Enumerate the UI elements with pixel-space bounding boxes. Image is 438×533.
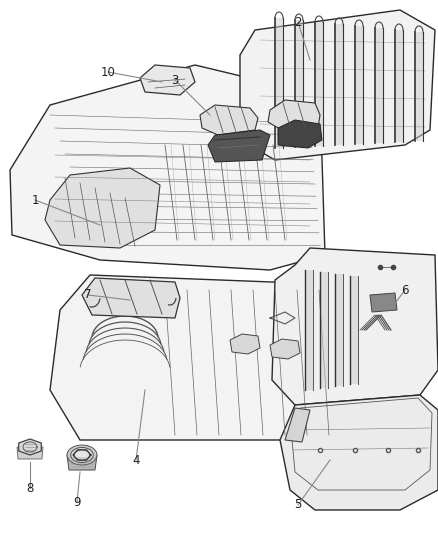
Polygon shape: [140, 65, 195, 95]
Text: 2: 2: [294, 15, 302, 28]
Polygon shape: [270, 339, 300, 359]
Polygon shape: [67, 455, 97, 470]
Polygon shape: [375, 28, 383, 143]
Polygon shape: [19, 439, 41, 455]
Polygon shape: [278, 120, 322, 148]
Polygon shape: [370, 293, 397, 312]
Polygon shape: [268, 100, 320, 132]
Polygon shape: [315, 22, 323, 146]
Text: 10: 10: [101, 66, 116, 78]
Polygon shape: [272, 248, 438, 405]
Polygon shape: [280, 395, 438, 510]
Text: 4: 4: [132, 454, 140, 466]
Polygon shape: [355, 26, 363, 144]
Polygon shape: [74, 450, 89, 460]
Polygon shape: [45, 168, 160, 248]
Text: 5: 5: [294, 498, 302, 512]
Polygon shape: [208, 130, 270, 162]
Polygon shape: [275, 18, 283, 148]
Polygon shape: [200, 105, 258, 135]
Text: 6: 6: [401, 284, 409, 296]
Polygon shape: [240, 10, 435, 160]
Polygon shape: [350, 276, 358, 384]
Polygon shape: [10, 65, 325, 270]
Text: 1: 1: [31, 193, 39, 206]
Text: 7: 7: [84, 288, 92, 302]
Polygon shape: [230, 334, 260, 354]
Polygon shape: [395, 30, 403, 142]
Polygon shape: [335, 24, 343, 145]
Polygon shape: [305, 270, 313, 390]
Text: 3: 3: [171, 74, 179, 86]
Polygon shape: [285, 408, 310, 442]
Polygon shape: [67, 445, 97, 465]
Polygon shape: [82, 278, 180, 318]
Polygon shape: [415, 32, 423, 141]
Polygon shape: [320, 272, 328, 388]
Polygon shape: [335, 274, 343, 386]
Polygon shape: [295, 20, 303, 147]
Polygon shape: [71, 448, 93, 463]
Text: 9: 9: [73, 496, 81, 508]
Polygon shape: [50, 275, 375, 440]
Polygon shape: [17, 447, 43, 459]
Text: 8: 8: [26, 481, 34, 495]
